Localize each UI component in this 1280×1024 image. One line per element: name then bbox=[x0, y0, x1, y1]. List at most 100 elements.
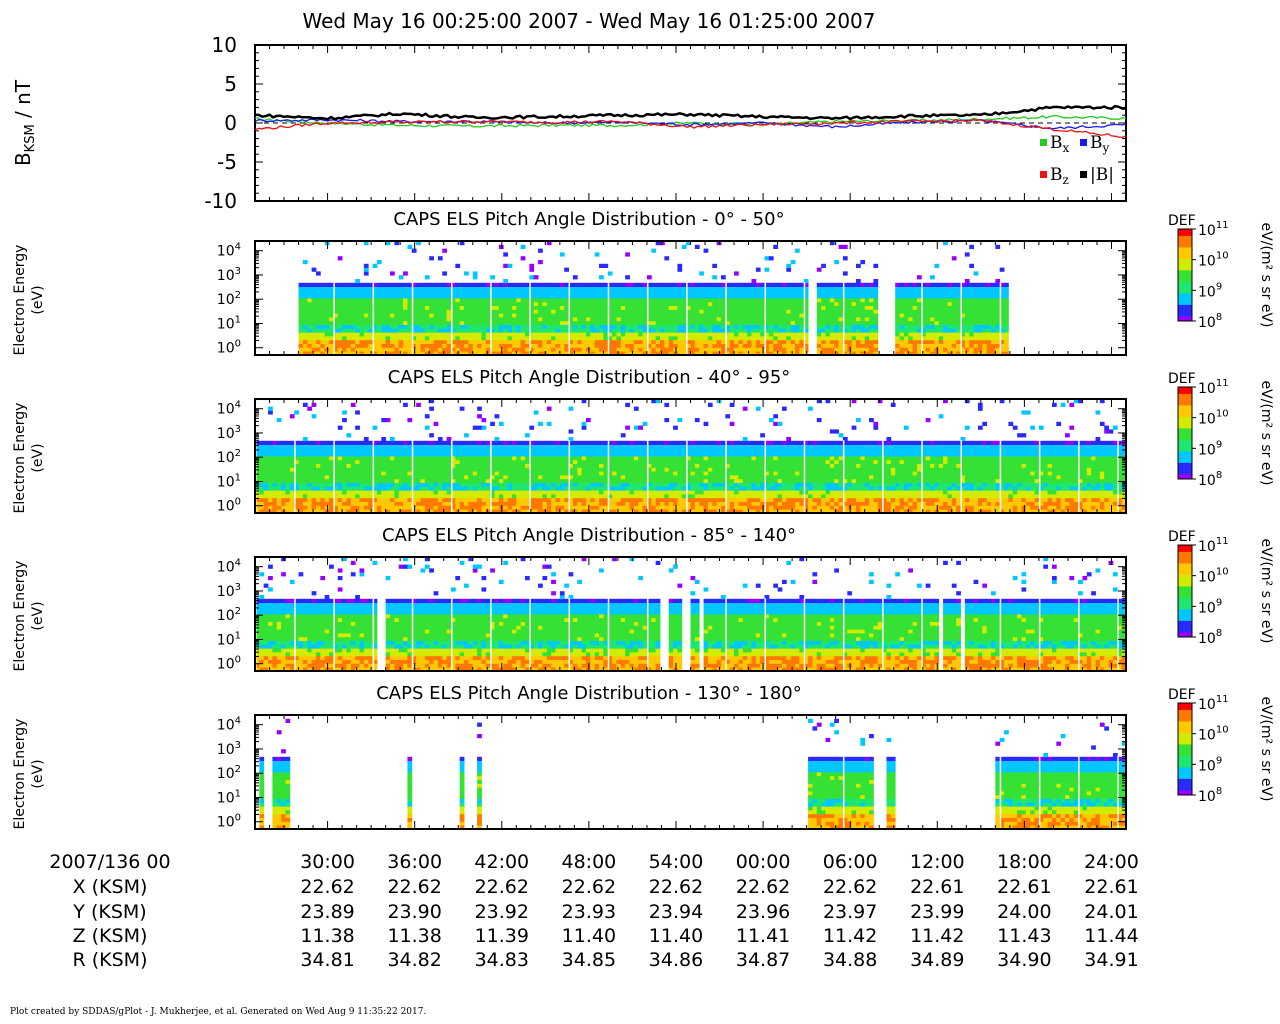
heatmap-cell bbox=[459, 463, 465, 468]
heatmap-cell bbox=[790, 298, 796, 303]
heatmap-cell bbox=[355, 328, 360, 333]
heatmap-cell bbox=[420, 471, 426, 476]
heatmap-cell bbox=[507, 467, 513, 472]
heatmap-cell bbox=[472, 497, 478, 502]
heatmap-cell bbox=[494, 309, 500, 314]
heatmap-cell bbox=[276, 509, 282, 514]
heatmap-cell bbox=[446, 475, 452, 480]
heatmap-cell bbox=[433, 320, 439, 325]
colorbar-step bbox=[1178, 293, 1192, 297]
heatmap-cell bbox=[433, 448, 439, 453]
heatmap-cell bbox=[520, 452, 526, 457]
heatmap-cell bbox=[834, 320, 839, 325]
heatmap-cell bbox=[363, 478, 369, 483]
heatmap-cell bbox=[895, 328, 900, 333]
heatmap-cell bbox=[446, 463, 452, 468]
heatmap-cell bbox=[394, 343, 400, 348]
heatmap-cell bbox=[403, 324, 408, 329]
y-tick-label: 103 bbox=[217, 266, 241, 284]
heatmap-cell bbox=[751, 324, 757, 329]
heatmap-cell bbox=[298, 444, 304, 449]
heatmap-cell bbox=[464, 282, 469, 287]
heatmap-cell bbox=[363, 309, 369, 314]
heatmap-cell bbox=[403, 501, 408, 506]
heatmap-cell bbox=[324, 328, 330, 333]
heatmap-cell bbox=[511, 305, 517, 310]
y-axis-unit: (eV) bbox=[30, 285, 46, 314]
heatmap-cell bbox=[864, 298, 870, 303]
heatmap-cell bbox=[372, 282, 378, 287]
heatmap-cell bbox=[289, 463, 295, 468]
heatmap-cell bbox=[416, 456, 421, 461]
heatmap-cell bbox=[851, 286, 857, 291]
heatmap-cell bbox=[559, 456, 565, 461]
heatmap-cell bbox=[686, 324, 691, 329]
heatmap-cell bbox=[538, 459, 543, 464]
heatmap-cell bbox=[455, 339, 461, 344]
heatmap-cell bbox=[895, 347, 900, 352]
heatmap-cell bbox=[464, 317, 469, 322]
heatmap-cell bbox=[1004, 320, 1009, 325]
heatmap-cell bbox=[821, 282, 826, 287]
heatmap-cell bbox=[511, 482, 517, 487]
heatmap-cell bbox=[420, 343, 426, 348]
heatmap-cell bbox=[372, 317, 378, 322]
heatmap-cell bbox=[455, 328, 461, 333]
heatmap-cell bbox=[938, 290, 944, 295]
heatmap-cell bbox=[259, 497, 265, 502]
heatmap-cell bbox=[503, 298, 508, 303]
heatmap-cell bbox=[947, 339, 953, 344]
heatmap-cell bbox=[585, 294, 591, 299]
heatmap-cell bbox=[699, 271, 704, 276]
heatmap-cell bbox=[529, 440, 535, 445]
heatmap-cell bbox=[921, 298, 927, 303]
heatmap-cell bbox=[429, 324, 434, 329]
heatmap-cell bbox=[320, 467, 326, 472]
colorbar-step bbox=[1178, 242, 1192, 246]
heatmap-cell bbox=[703, 328, 709, 333]
heatmap-cell bbox=[520, 440, 526, 445]
heatmap-cell bbox=[921, 328, 927, 333]
heatmap-cell bbox=[490, 486, 495, 491]
heatmap-cell bbox=[899, 351, 905, 356]
heatmap-cell bbox=[494, 324, 500, 329]
heatmap-cell bbox=[542, 301, 548, 306]
heatmap-cell bbox=[485, 490, 491, 495]
heatmap-cell bbox=[533, 463, 539, 468]
heatmap-cell bbox=[651, 248, 657, 253]
heatmap-cell bbox=[263, 501, 269, 506]
colorbar-step bbox=[1178, 231, 1192, 235]
heatmap-cell bbox=[298, 328, 304, 333]
heatmap-cell bbox=[559, 301, 565, 306]
heatmap-cell bbox=[673, 317, 678, 322]
series-line-bz bbox=[254, 118, 1127, 138]
heatmap-cell bbox=[594, 252, 600, 257]
heatmap-cell bbox=[437, 501, 443, 506]
heatmap-cell bbox=[681, 332, 687, 337]
heatmap-cell bbox=[424, 282, 430, 287]
heatmap-cell bbox=[655, 351, 661, 356]
heatmap-cell bbox=[986, 351, 992, 356]
heatmap-cell bbox=[529, 320, 535, 325]
heatmap-cell bbox=[855, 332, 861, 337]
heatmap-cell bbox=[355, 313, 360, 318]
heatmap-cell bbox=[459, 505, 465, 510]
heatmap-cell bbox=[542, 305, 548, 310]
heatmap-cell bbox=[903, 309, 909, 314]
heatmap-cell bbox=[546, 421, 552, 426]
plot-title: Wed May 16 00:25:00 2007 - Wed May 16 01… bbox=[302, 9, 875, 33]
heatmap-cell bbox=[803, 332, 809, 337]
heatmap-cell bbox=[525, 452, 530, 457]
heatmap-cell bbox=[982, 336, 988, 341]
heatmap-cell bbox=[930, 309, 935, 314]
heatmap-cell bbox=[999, 347, 1005, 352]
heatmap-cell bbox=[433, 494, 439, 499]
heatmap-cell bbox=[481, 305, 487, 310]
heatmap-cell bbox=[564, 332, 569, 337]
heatmap-cell bbox=[420, 317, 426, 322]
heatmap-cell bbox=[607, 282, 610, 355]
heatmap-cell bbox=[707, 324, 713, 329]
heatmap-cell bbox=[686, 241, 691, 246]
heatmap-cell bbox=[568, 336, 574, 341]
heatmap-cell bbox=[951, 286, 957, 291]
